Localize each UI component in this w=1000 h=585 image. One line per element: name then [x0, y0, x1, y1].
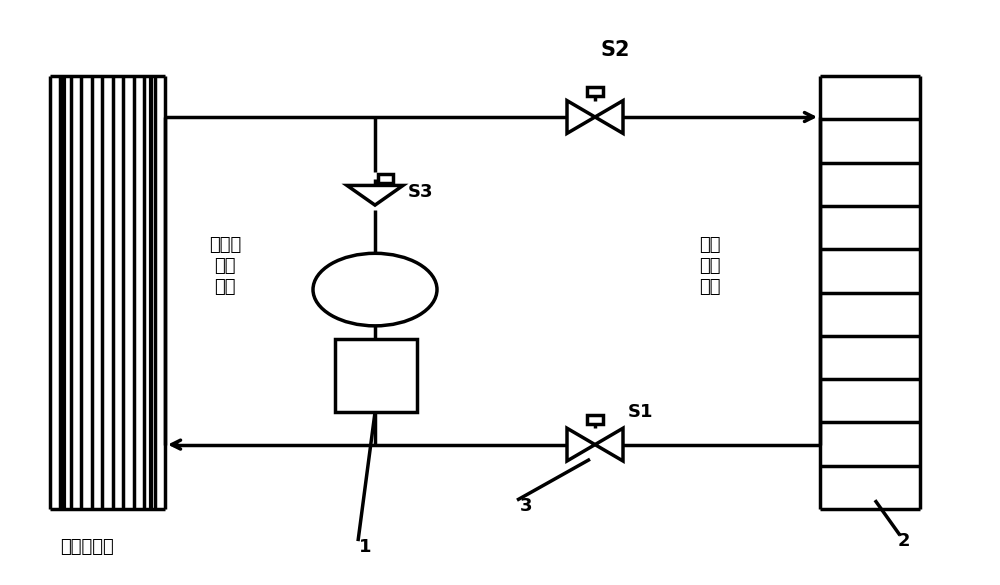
Text: 2: 2 — [898, 532, 910, 550]
Text: 冷启动
循环
回路: 冷启动 循环 回路 — [209, 236, 241, 296]
Bar — [587, 415, 603, 424]
Text: S2: S2 — [600, 40, 630, 60]
Bar — [378, 174, 393, 184]
Text: 1: 1 — [359, 538, 371, 556]
Text: 标准
冷却
回路: 标准 冷却 回路 — [699, 236, 721, 296]
Text: S1: S1 — [628, 404, 654, 421]
Text: 3: 3 — [520, 497, 532, 515]
Text: 燃料电池堆: 燃料电池堆 — [60, 538, 114, 556]
Text: S3: S3 — [408, 183, 434, 201]
Bar — [587, 87, 603, 96]
Circle shape — [313, 253, 437, 326]
Bar — [335, 339, 417, 412]
